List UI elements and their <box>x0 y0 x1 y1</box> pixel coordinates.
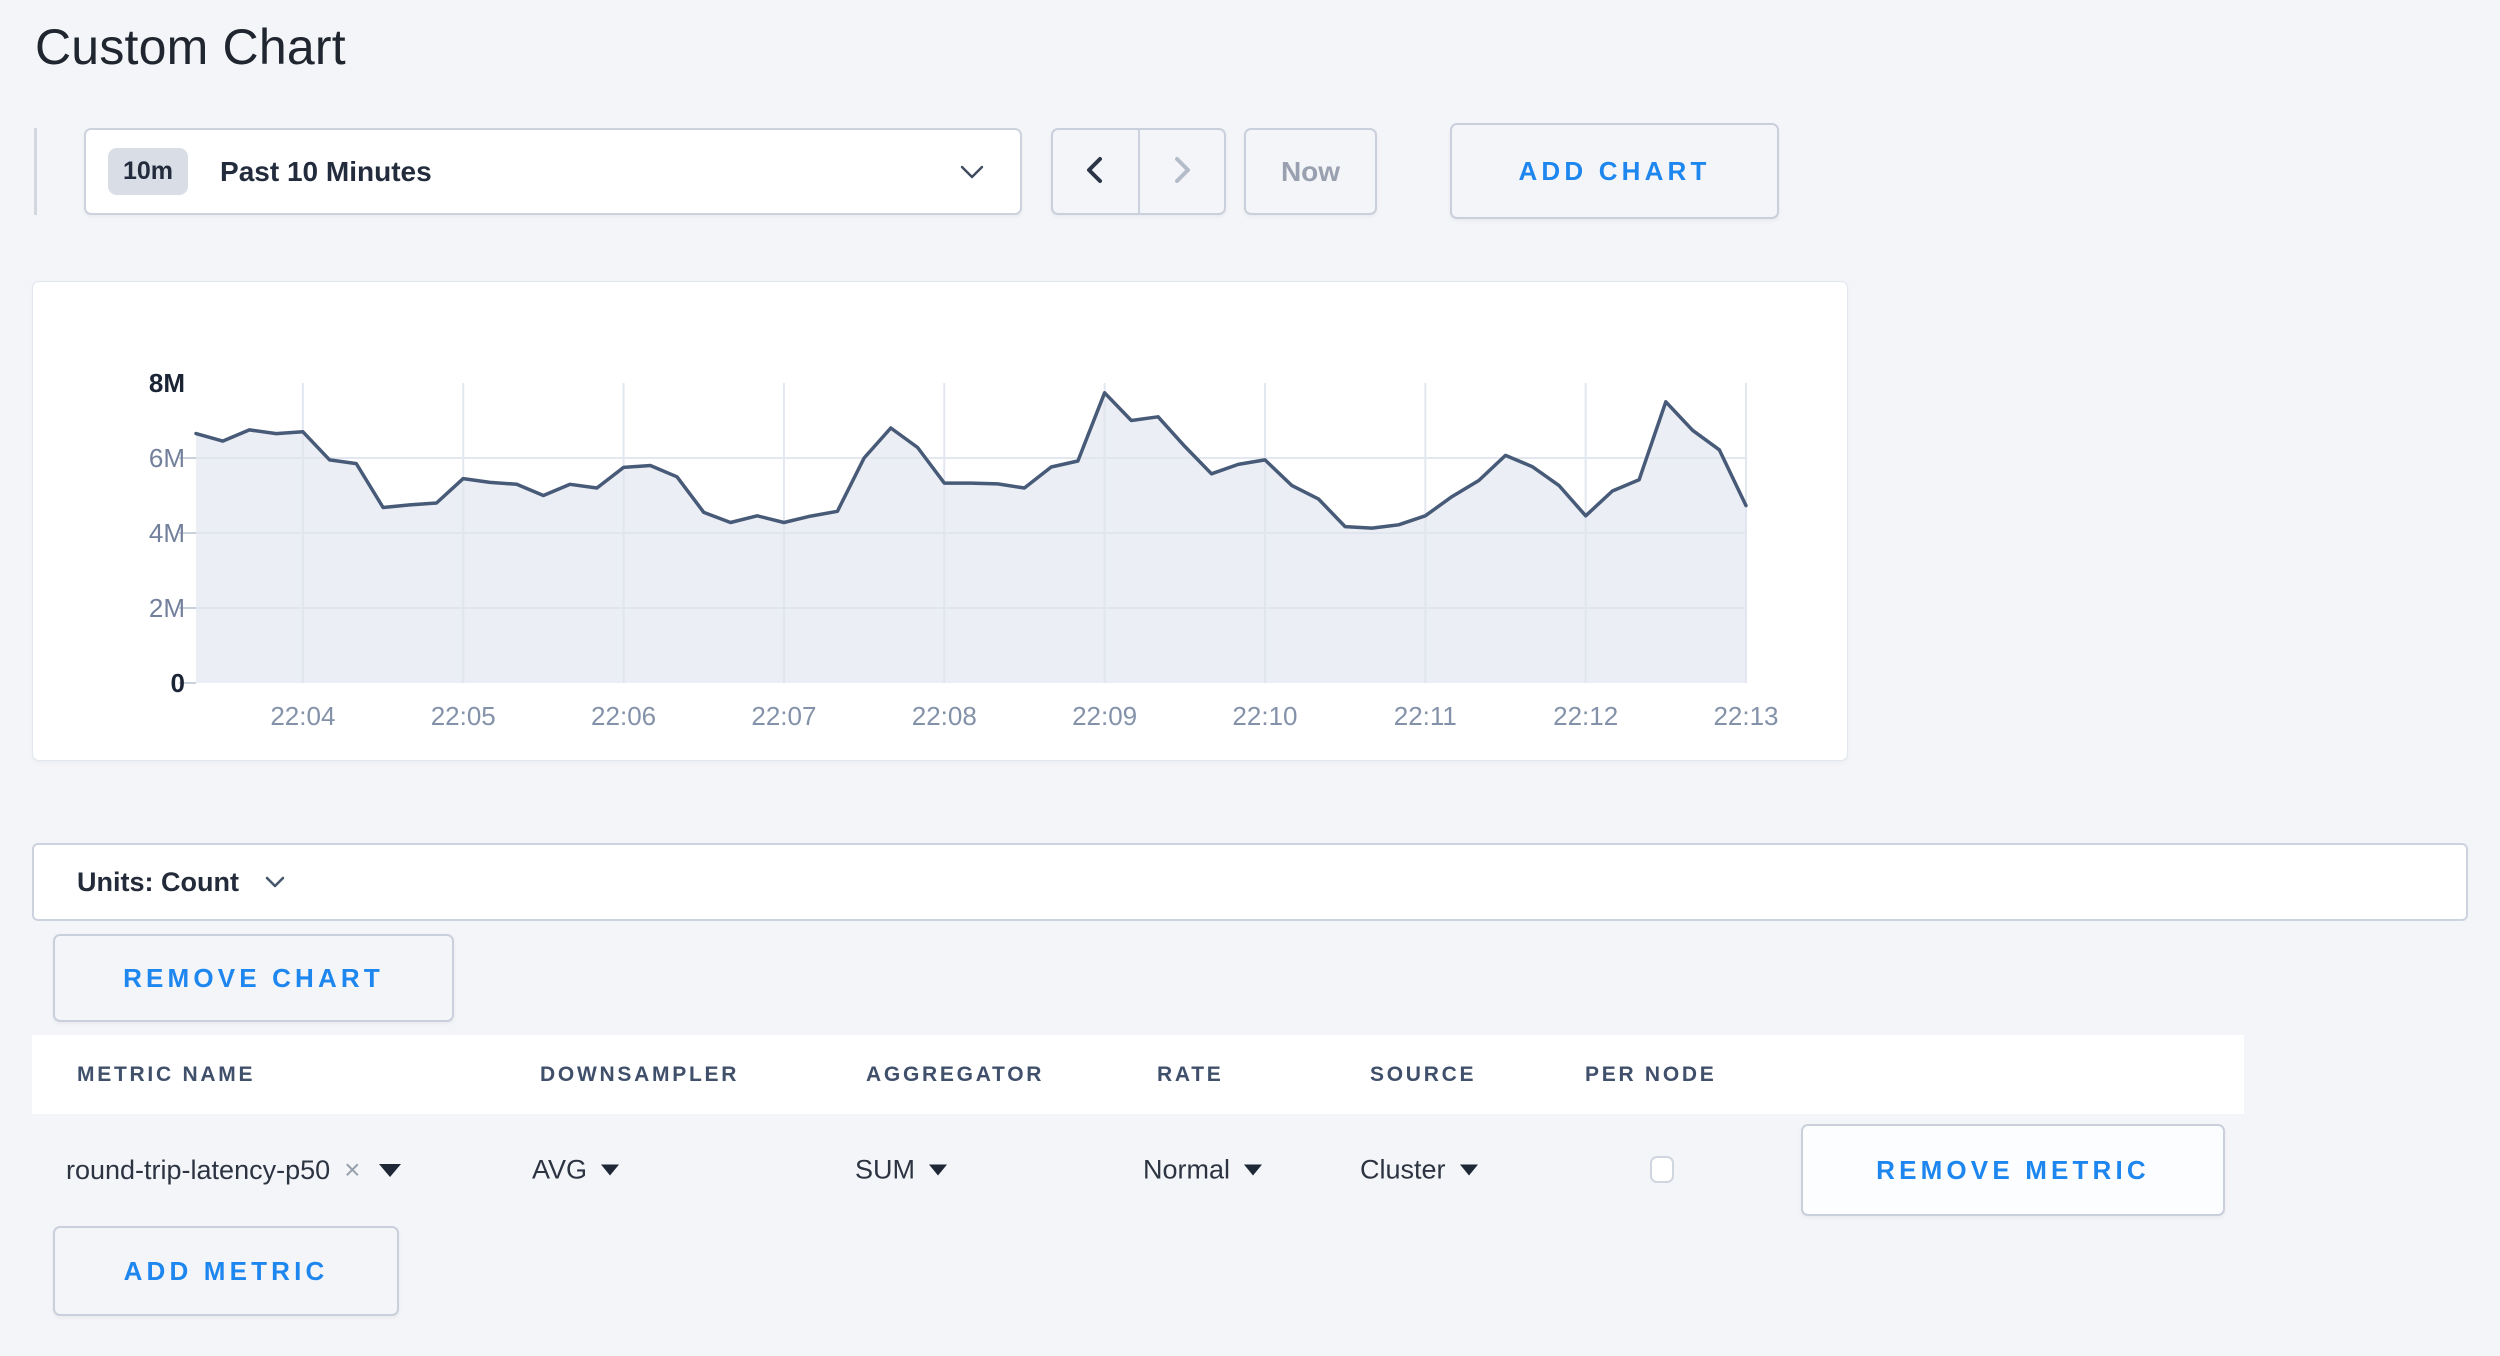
column-header-aggregator: AGGREGATOR <box>866 1063 1045 1086</box>
units-select[interactable]: Units: Count <box>32 843 2468 921</box>
column-header-metric-name: METRIC NAME <box>77 1063 256 1086</box>
source-value: Cluster <box>1360 1154 1446 1185</box>
column-header-downsampler: DOWNSAMPLER <box>540 1063 740 1086</box>
caret-down-icon <box>1459 1164 1478 1176</box>
remove-metric-button[interactable]: REMOVE METRIC <box>1801 1124 2225 1216</box>
button-divider <box>1137 130 1140 213</box>
column-header-source: SOURCE <box>1370 1063 1477 1086</box>
downsampler-select[interactable]: AVG <box>532 1154 620 1186</box>
aggregator-select[interactable]: SUM <box>855 1155 947 1186</box>
time-step-group <box>1051 128 1226 215</box>
rate-select[interactable]: Normal <box>1143 1154 1263 1186</box>
aggregator-value: SUM <box>855 1154 915 1185</box>
add-metric-button[interactable]: ADD METRIC <box>53 1226 399 1316</box>
svg-text:0: 0 <box>171 668 185 698</box>
rate-value: Normal <box>1143 1154 1231 1185</box>
caret-down-icon <box>378 1163 401 1177</box>
svg-text:22:12: 22:12 <box>1553 701 1618 731</box>
svg-text:2M: 2M <box>149 593 185 623</box>
svg-text:22:11: 22:11 <box>1394 701 1457 731</box>
svg-text:22:07: 22:07 <box>751 701 816 731</box>
column-header-per-node: PER NODE <box>1585 1063 1717 1086</box>
metrics-table-header: METRIC NAME DOWNSAMPLER AGGREGATOR RATE … <box>32 1035 2244 1114</box>
per-node-checkbox[interactable] <box>1650 1156 1674 1183</box>
caret-down-icon <box>929 1164 947 1176</box>
svg-text:22:05: 22:05 <box>431 701 496 731</box>
svg-text:22:04: 22:04 <box>270 701 335 731</box>
chevron-down-icon <box>960 165 984 179</box>
remove-chart-button[interactable]: REMOVE CHART <box>53 934 454 1022</box>
now-button[interactable]: Now <box>1244 128 1377 215</box>
svg-text:22:06: 22:06 <box>591 701 656 731</box>
next-time-button[interactable] <box>1140 130 1225 213</box>
chevron-left-icon <box>1080 154 1110 189</box>
time-window-label: Past 10 Minutes <box>220 155 432 187</box>
toolbar-left-rule <box>34 128 37 215</box>
metric-name-value: round-trip-latency-p50 <box>66 1154 331 1185</box>
chart-x-axis-labels: 22:04 22:05 22:06 22:07 22:08 22:09 22:10 22:11… <box>270 701 1778 731</box>
metric-name-select[interactable]: round-trip-latency-p50 × <box>66 1154 401 1186</box>
svg-text:22:13: 22:13 <box>1713 701 1778 731</box>
chart-card: 8M 6M 4M 2M 0 22:04 22:05 22:06 22:07 22:08 22:09 2… <box>32 281 1848 761</box>
svg-text:4M: 4M <box>149 518 185 548</box>
chart-y-axis-labels: 8M 6M 4M 2M 0 <box>149 368 196 698</box>
downsampler-value: AVG <box>532 1154 588 1185</box>
chart-series-line <box>194 391 1748 530</box>
units-label: Units: Count <box>77 866 239 897</box>
svg-text:6M: 6M <box>149 443 185 473</box>
prev-time-button[interactable] <box>1053 130 1138 213</box>
svg-text:8M: 8M <box>149 368 185 398</box>
page-title: Custom Chart <box>35 19 346 75</box>
svg-text:22:08: 22:08 <box>912 701 977 731</box>
svg-text:22:09: 22:09 <box>1072 701 1137 731</box>
clear-metric-icon[interactable]: × <box>344 1154 361 1185</box>
column-header-rate: RATE <box>1157 1063 1224 1086</box>
chart-area-fill <box>196 392 1746 683</box>
caret-down-icon <box>1244 1164 1263 1176</box>
source-select[interactable]: Cluster <box>1360 1155 1478 1186</box>
caret-down-icon <box>601 1164 620 1176</box>
time-window-badge: 10m <box>108 148 189 195</box>
svg-text:22:10: 22:10 <box>1232 701 1297 731</box>
add-chart-button[interactable]: ADD CHART <box>1450 123 1779 219</box>
chevron-right-icon <box>1167 154 1197 189</box>
chevron-down-icon <box>265 876 285 888</box>
time-window-select[interactable]: 10m Past 10 Minutes <box>84 128 1022 215</box>
